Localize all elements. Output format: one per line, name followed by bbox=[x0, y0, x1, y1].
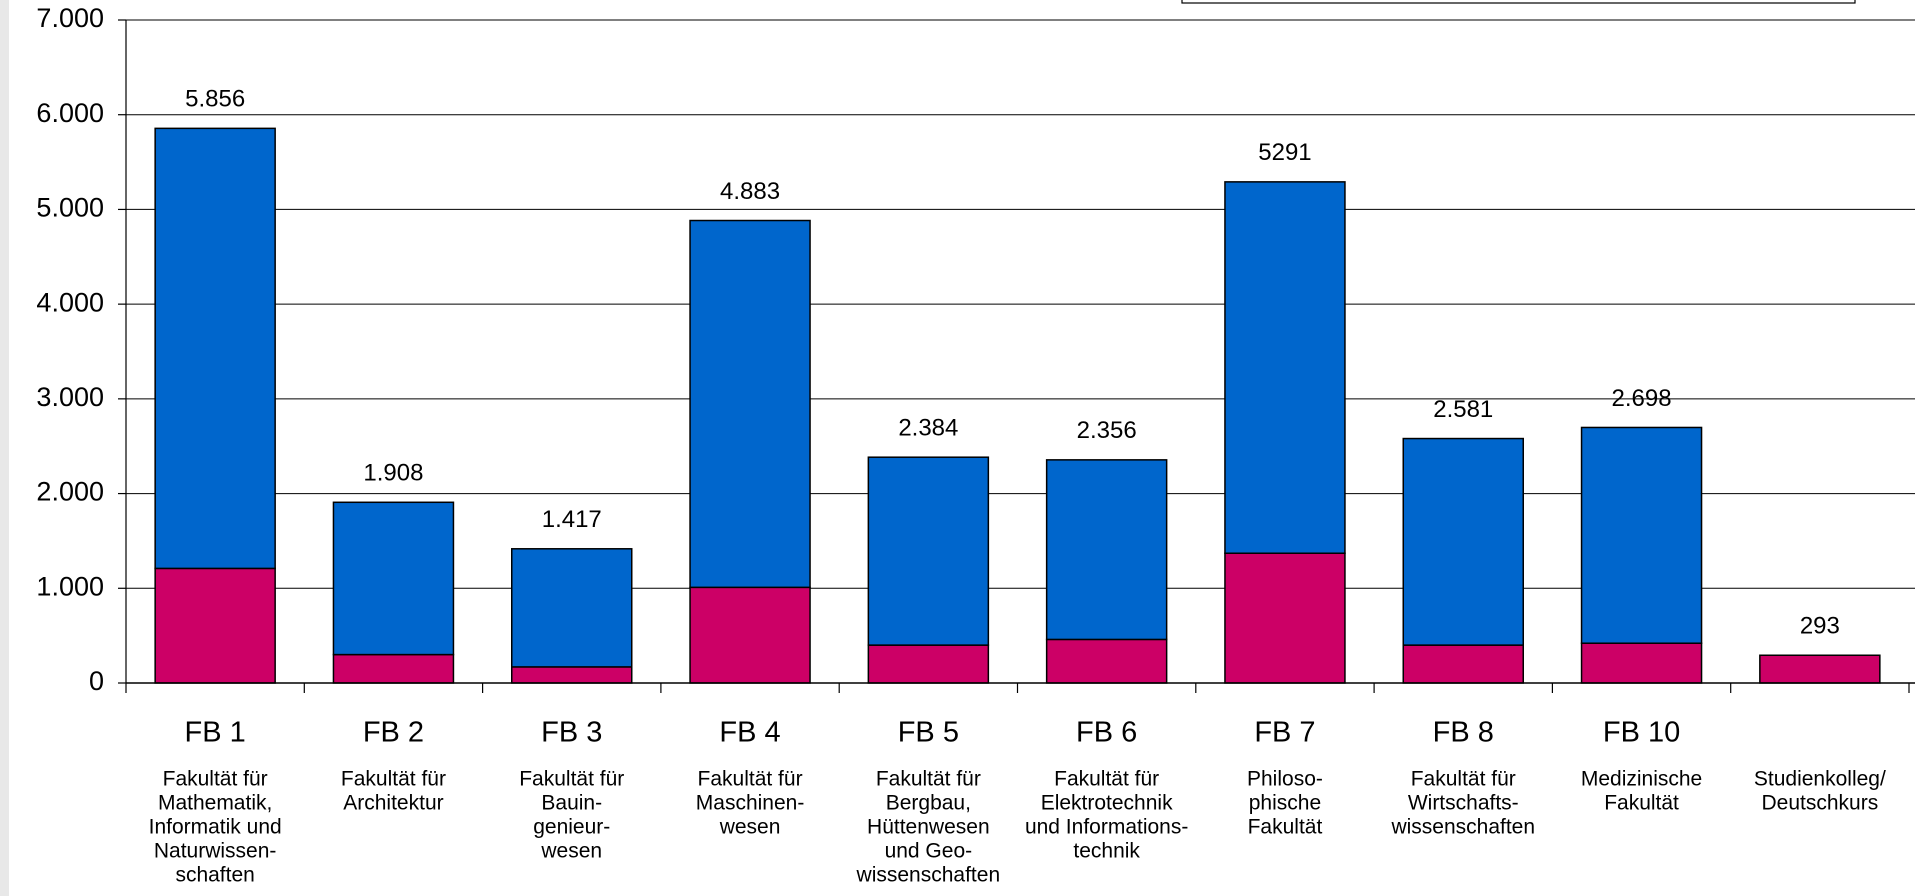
category-description: wissenschaften bbox=[856, 864, 1001, 887]
category-description: technik bbox=[1073, 840, 1140, 863]
category-description: Fakultät bbox=[1604, 792, 1679, 815]
category-description: wesen bbox=[540, 840, 602, 863]
y-tick-label: 6.000 bbox=[36, 98, 104, 128]
category-description: Informatik und bbox=[149, 816, 282, 839]
bar-segment bbox=[867, 644, 990, 684]
category-description: Elektrotechnik bbox=[1041, 792, 1173, 815]
category-description: Fakultät für bbox=[519, 768, 624, 791]
y-tick-label: 4.000 bbox=[36, 287, 104, 317]
bar-segment bbox=[511, 548, 633, 668]
y-tick-label: 2.000 bbox=[36, 477, 104, 507]
total-label: 2.384 bbox=[898, 415, 958, 442]
edge-strip bbox=[0, 0, 9, 896]
bar-segment bbox=[332, 501, 455, 656]
category-description: schaften bbox=[175, 864, 254, 887]
category-description: Fakultät für bbox=[163, 768, 268, 791]
y-tick-label: 0 bbox=[89, 666, 104, 696]
bar-segment bbox=[1224, 552, 1346, 684]
x-tick-label: FB 5 bbox=[898, 717, 959, 749]
category-description: Fakultät für bbox=[1054, 768, 1159, 791]
category-description: Mathematik, bbox=[158, 792, 272, 815]
bar-segment bbox=[1045, 459, 1168, 641]
category-description: genieur- bbox=[533, 816, 610, 839]
category-description: und Geo- bbox=[885, 840, 973, 863]
y-tick-label: 3.000 bbox=[36, 382, 104, 412]
x-tick-label: FB 8 bbox=[1433, 717, 1494, 749]
y-tick-label: 7.000 bbox=[36, 3, 104, 33]
bar-segment bbox=[1402, 437, 1524, 646]
category-description: Fakultät für bbox=[698, 768, 803, 791]
y-tick-label: 5.000 bbox=[36, 193, 104, 223]
category-description: Wirtschafts- bbox=[1408, 792, 1519, 815]
bar-segment bbox=[1402, 644, 1524, 684]
category-description: Deutschkurs bbox=[1761, 792, 1878, 815]
x-tick-label: FB 1 bbox=[185, 717, 246, 749]
bar-segment bbox=[1580, 642, 1703, 684]
x-tick-label: FB 6 bbox=[1076, 717, 1137, 749]
bar-segment bbox=[332, 653, 455, 684]
category-description: Fakultät für bbox=[1411, 768, 1516, 791]
bar-segment bbox=[1224, 181, 1346, 554]
x-tick-label: FB 2 bbox=[363, 717, 424, 749]
y-tick-label: 1.000 bbox=[36, 571, 104, 601]
category-description: Hüttenwesen bbox=[867, 816, 990, 839]
category-description: wesen bbox=[719, 816, 781, 839]
total-label: 5.856 bbox=[185, 86, 245, 113]
x-tick-label: FB 10 bbox=[1603, 717, 1680, 749]
category-description: Bergbau, bbox=[886, 792, 971, 815]
category-description: Fakultät für bbox=[341, 768, 446, 791]
category-description: wissenschaften bbox=[1390, 816, 1535, 839]
category-description: Maschinen- bbox=[696, 792, 805, 815]
category-description: Fakultät für bbox=[876, 768, 981, 791]
category-description: Naturwissen- bbox=[154, 840, 277, 863]
category-description: Fakultät bbox=[1248, 816, 1323, 839]
bar-segment bbox=[1580, 426, 1703, 644]
category-description: Medizinische bbox=[1581, 768, 1702, 791]
total-label: 2.581 bbox=[1433, 396, 1493, 423]
total-label: 1.908 bbox=[363, 460, 423, 487]
total-label: 5291 bbox=[1258, 139, 1311, 166]
bar-segment bbox=[511, 666, 633, 684]
x-tick-label: FB 4 bbox=[719, 717, 780, 749]
total-label: 2.698 bbox=[1612, 385, 1672, 412]
total-label: 293 bbox=[1800, 613, 1840, 640]
bar-segment bbox=[154, 127, 276, 570]
category-description: und Informations- bbox=[1025, 816, 1188, 839]
bar-segment bbox=[1759, 654, 1881, 684]
category-description: Architektur bbox=[343, 792, 443, 815]
x-tick-label: FB 3 bbox=[541, 717, 602, 749]
bar-segment bbox=[689, 219, 811, 589]
category-description: Bauin- bbox=[541, 792, 602, 815]
category-description: phische bbox=[1249, 792, 1321, 815]
bar-segment bbox=[1045, 638, 1168, 684]
bar-segment bbox=[689, 586, 811, 684]
total-label: 1.417 bbox=[542, 506, 602, 533]
x-tick-label: FB 7 bbox=[1254, 717, 1315, 749]
category-description: Philoso- bbox=[1247, 768, 1323, 791]
category-description: Studienkolleg/ bbox=[1754, 768, 1886, 791]
total-label: 4.883 bbox=[720, 178, 780, 205]
legend-box bbox=[1181, 0, 1856, 4]
bar-segment bbox=[154, 567, 276, 684]
total-label: 2.356 bbox=[1077, 417, 1137, 444]
bar-segment bbox=[867, 456, 990, 646]
